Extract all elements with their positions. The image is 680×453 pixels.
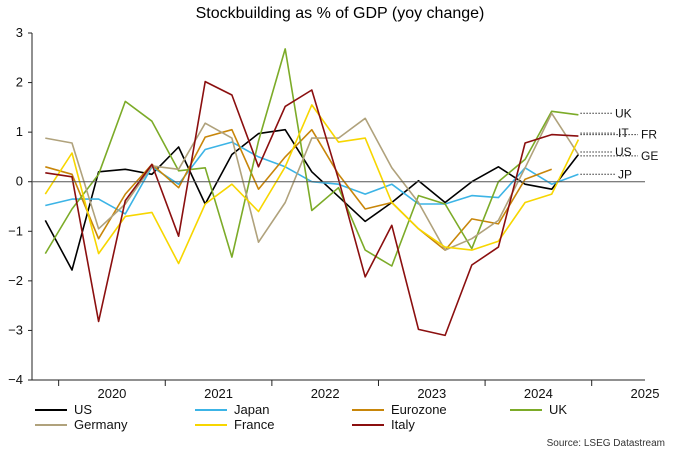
end-label-it: IT xyxy=(618,126,629,140)
legend: US Japan Eurozone UK Germany France Italy xyxy=(35,402,567,432)
chart-title: Stockbuilding as % of GDP (yoy change) xyxy=(196,5,485,22)
end-label-us: US xyxy=(615,145,632,159)
y-tick-label: 0 xyxy=(16,174,23,189)
y-tick-label: −1 xyxy=(8,223,23,238)
legend-label-uk: UK xyxy=(549,402,567,417)
source-note: Source: LSEG Datastream xyxy=(547,438,665,449)
series-line-italy xyxy=(45,80,579,337)
x-tick-label: 2022 xyxy=(311,386,340,401)
end-label-fr: FR xyxy=(641,128,657,142)
x-tick-label: 2025 xyxy=(631,386,660,401)
series-line-germany xyxy=(45,112,580,251)
series-line-us xyxy=(44,128,580,271)
y-tick-label: −4 xyxy=(8,372,23,387)
y-tick-label: 1 xyxy=(16,124,23,139)
series-line-eurozone xyxy=(45,128,552,251)
y-tick-label: 2 xyxy=(16,75,23,90)
x-tick-label: 2023 xyxy=(417,386,446,401)
y-tick-label: −2 xyxy=(8,273,23,288)
axes: 3 2 1 0 −1 −2 −3 −4 2020 2021 2022 2023 2024 2025 xyxy=(8,25,659,401)
end-label-ge: GE xyxy=(641,149,658,163)
x-tick-label: 2021 xyxy=(204,386,233,401)
series-line-france xyxy=(44,104,580,265)
legend-label-france: France xyxy=(234,417,274,432)
legend-label-eurozone: Eurozone xyxy=(391,402,447,417)
legend-label-italy: Italy xyxy=(391,417,415,432)
legend-label-japan: Japan xyxy=(234,402,269,417)
plot-area: UK IT FR US GE JP xyxy=(44,48,658,337)
x-tick-label: 2024 xyxy=(524,386,553,401)
y-tick-label: 3 xyxy=(16,25,23,40)
x-tick-label: 2020 xyxy=(97,386,126,401)
series-line-uk xyxy=(44,48,579,267)
end-label-uk: UK xyxy=(615,106,632,120)
legend-label-germany: Germany xyxy=(74,417,128,432)
y-tick-label: −3 xyxy=(8,322,23,337)
end-label-jp: JP xyxy=(618,167,632,181)
legend-label-us: US xyxy=(74,402,92,417)
